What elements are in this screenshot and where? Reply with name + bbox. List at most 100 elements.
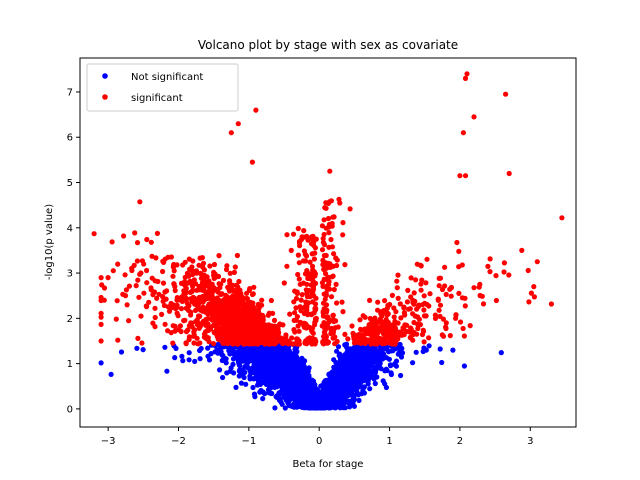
not-significant-point xyxy=(283,355,289,361)
not-significant-point xyxy=(361,353,367,359)
not-significant-point xyxy=(250,384,256,391)
not-significant-point xyxy=(413,349,419,355)
not-significant-point xyxy=(365,360,371,366)
not-significant-point xyxy=(227,351,233,357)
not-significant-point xyxy=(373,374,379,380)
not-significant-point xyxy=(340,404,346,410)
not-significant-point xyxy=(348,390,354,396)
not-significant-point xyxy=(335,344,342,350)
significant-point xyxy=(398,315,404,321)
not-significant-point xyxy=(239,351,245,357)
not-significant-point xyxy=(426,343,432,349)
not-significant-point xyxy=(342,387,348,393)
not-significant-point xyxy=(374,366,380,372)
not-significant-point xyxy=(278,364,284,370)
not-significant-point xyxy=(282,345,289,351)
not-significant-point xyxy=(355,349,361,355)
not-significant-point xyxy=(271,365,277,371)
chart-title: Volcano plot by stage with sex as covari… xyxy=(198,38,458,52)
not-significant-point xyxy=(273,345,279,351)
not-significant-point xyxy=(186,350,192,356)
not-significant-point xyxy=(278,358,284,364)
not-significant-point xyxy=(350,370,356,376)
not-significant-point xyxy=(286,363,293,369)
not-significant-point xyxy=(321,397,328,403)
not-significant-point xyxy=(272,352,279,358)
not-significant-point xyxy=(410,360,416,366)
not-significant-point xyxy=(198,345,204,352)
not-significant-point xyxy=(263,381,269,387)
not-significant-point xyxy=(337,365,343,371)
not-significant-point xyxy=(214,347,220,353)
not-significant-points xyxy=(98,341,504,411)
not-significant-point xyxy=(338,390,344,396)
not-significant-point xyxy=(388,363,394,369)
not-significant-point xyxy=(308,393,314,399)
not-significant-point xyxy=(277,397,283,403)
not-significant-point xyxy=(356,397,362,403)
not-significant-point xyxy=(293,353,299,359)
not-significant-point xyxy=(256,363,262,369)
not-significant-point xyxy=(244,363,250,369)
not-significant-point xyxy=(295,387,301,393)
not-significant-point xyxy=(498,350,504,356)
not-significant-point xyxy=(236,373,242,379)
not-significant-point xyxy=(364,348,370,354)
not-significant-point xyxy=(247,373,253,379)
not-significant-point xyxy=(321,389,327,395)
not-significant-point xyxy=(249,353,255,359)
not-significant-point xyxy=(365,381,371,387)
not-significant-point xyxy=(309,403,315,409)
not-significant-point xyxy=(349,353,355,359)
not-significant-point xyxy=(230,356,237,362)
not-significant-point xyxy=(242,345,248,351)
not-significant-point xyxy=(313,404,319,410)
not-significant-point xyxy=(256,367,262,373)
not-significant-point xyxy=(279,385,286,391)
not-significant-point xyxy=(262,391,268,397)
significant-point xyxy=(132,230,138,236)
not-significant-point xyxy=(290,376,296,382)
not-significant-point xyxy=(342,342,348,348)
not-significant-point xyxy=(317,400,324,406)
not-significant-point xyxy=(295,366,301,372)
not-significant-point xyxy=(241,374,247,381)
not-significant-point xyxy=(186,357,192,363)
not-significant-point xyxy=(294,396,300,402)
not-significant-point xyxy=(351,357,357,363)
not-significant-point xyxy=(328,400,334,406)
not-significant-point xyxy=(350,347,356,353)
not-significant-point xyxy=(290,381,296,387)
not-significant-point xyxy=(238,380,244,386)
not-significant-point xyxy=(284,380,290,386)
not-significant-point xyxy=(272,376,278,383)
not-significant-point xyxy=(367,386,373,392)
not-significant-point xyxy=(243,381,249,387)
not-significant-point xyxy=(220,374,226,381)
not-significant-point xyxy=(461,363,467,369)
not-significant-point xyxy=(260,346,266,352)
not-significant-point xyxy=(304,383,310,389)
not-significant-point xyxy=(377,357,383,364)
not-significant-point xyxy=(450,347,456,353)
not-significant-point xyxy=(223,356,229,362)
not-significant-point xyxy=(353,381,359,387)
not-significant-point xyxy=(382,381,388,387)
not-significant-point xyxy=(244,359,250,365)
not-significant-point xyxy=(227,346,233,352)
not-significant-point xyxy=(382,368,388,374)
not-significant-point xyxy=(260,396,266,402)
not-significant-point xyxy=(164,368,170,374)
not-significant-point xyxy=(367,370,373,376)
not-significant-point xyxy=(388,370,394,376)
not-significant-point xyxy=(288,353,294,359)
not-significant-point xyxy=(162,344,168,350)
not-significant-point xyxy=(350,398,356,404)
not-significant-point xyxy=(272,405,278,411)
not-significant-point xyxy=(380,350,386,357)
not-significant-point xyxy=(252,394,258,400)
not-significant-point xyxy=(376,350,382,356)
not-significant-point xyxy=(192,358,198,364)
not-significant-point xyxy=(289,403,295,409)
